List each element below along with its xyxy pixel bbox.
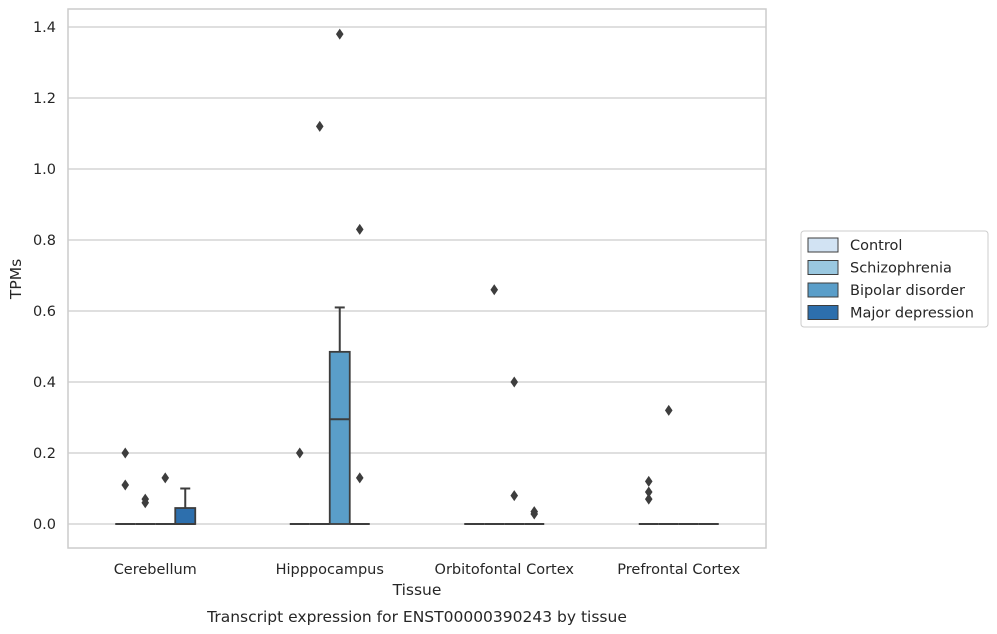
outlier-point bbox=[141, 497, 150, 509]
outlier-point bbox=[664, 404, 673, 416]
outlier-point bbox=[295, 447, 304, 459]
box-body bbox=[174, 507, 197, 525]
y-tick-label: 0.2 bbox=[33, 446, 56, 462]
y-tick-label: 1.0 bbox=[33, 162, 56, 178]
y-tick-label: 0.6 bbox=[33, 304, 56, 320]
box-3-0 bbox=[638, 475, 659, 525]
x-tick-label: Cerebellum bbox=[114, 562, 197, 578]
box-2-1 bbox=[484, 284, 505, 525]
chart-caption: Transcript expression for ENST0000039024… bbox=[206, 608, 627, 626]
outlier-point bbox=[644, 475, 653, 487]
legend-items: Control Schizophrenia Bipolar disorder Majo… bbox=[807, 237, 974, 322]
box-2-3 bbox=[524, 506, 545, 525]
box-1-3 bbox=[349, 223, 370, 525]
box-1-2 bbox=[328, 28, 351, 525]
gridlines bbox=[68, 26, 766, 525]
outlier-point bbox=[530, 508, 539, 520]
boxes-layer bbox=[115, 28, 719, 525]
outlier-point bbox=[121, 447, 130, 459]
x-tick-label: Prefrontal Cortex bbox=[617, 562, 740, 578]
legend-swatch bbox=[807, 260, 839, 275]
y-tick-label: 0.0 bbox=[33, 517, 56, 533]
y-tick-label: 0.8 bbox=[33, 233, 56, 249]
y-tick-label: 1.4 bbox=[33, 20, 56, 36]
plot-frame bbox=[67, 8, 767, 549]
legend-label: Bipolar disorder bbox=[850, 283, 965, 299]
legend-label: Schizophrenia bbox=[850, 261, 952, 277]
x-tick-label: Hipppocampus bbox=[276, 562, 384, 578]
legend-swatch bbox=[807, 282, 839, 298]
box-1-0 bbox=[289, 447, 310, 525]
outlier-point bbox=[335, 28, 344, 40]
outlier-point bbox=[510, 376, 519, 388]
box-0-3 bbox=[174, 487, 197, 525]
y-tick-label: 0.4 bbox=[33, 375, 56, 391]
legend-label: Control bbox=[850, 238, 902, 254]
box-0-0 bbox=[115, 447, 136, 525]
legend-swatch bbox=[807, 305, 839, 320]
x-tick-label: Orbitofontal Cortex bbox=[435, 562, 575, 578]
outlier-point bbox=[644, 493, 653, 505]
box-2-2 bbox=[504, 376, 525, 525]
y-tick-label: 1.2 bbox=[33, 91, 56, 107]
legend-frame bbox=[800, 230, 989, 328]
box-0-2 bbox=[155, 472, 176, 525]
x-axis-title: Tissue bbox=[392, 581, 442, 599]
outlier-point bbox=[315, 120, 324, 132]
box-1-1 bbox=[309, 120, 330, 525]
outlier-point bbox=[490, 284, 499, 296]
y-tick-labels: 0.0 0.2 0.4 0.6 0.8 1.0 1.2 1.4 bbox=[33, 20, 56, 533]
outlier-point bbox=[510, 490, 519, 502]
box-3-1 bbox=[658, 404, 679, 525]
outlier-point bbox=[355, 223, 364, 235]
legend: Control Schizophrenia Bipolar disorder Majo… bbox=[800, 230, 989, 328]
x-tick-labels: Cerebellum Hipppocampus Orbitofontal Corte… bbox=[114, 562, 741, 578]
outlier-point bbox=[355, 472, 364, 484]
legend-swatch bbox=[807, 237, 839, 253]
legend-label: Major depression bbox=[850, 306, 974, 322]
box-0-1 bbox=[135, 493, 156, 525]
outlier-point bbox=[121, 479, 130, 491]
outlier-point bbox=[644, 486, 653, 498]
y-axis-title: TPMs bbox=[7, 259, 25, 300]
outlier-point bbox=[161, 472, 170, 484]
box-body bbox=[328, 350, 351, 525]
